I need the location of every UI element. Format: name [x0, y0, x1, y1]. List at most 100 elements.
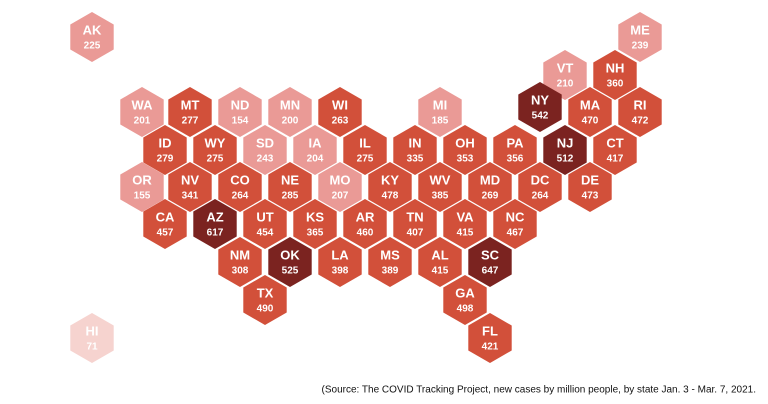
hexagon [443, 199, 487, 249]
state-tile: WY 275 [193, 125, 237, 175]
state-abbr: ID [159, 135, 172, 150]
state-abbr: UT [256, 209, 273, 224]
state-abbr: MT [181, 97, 200, 112]
hexagon [418, 162, 462, 212]
state-tile: IA 204 [293, 125, 337, 175]
state-value: 356 [507, 154, 524, 165]
state-value: 454 [257, 228, 274, 239]
hexagon [318, 162, 362, 212]
hexagon [218, 237, 262, 287]
state-value: 353 [457, 154, 474, 165]
state-value: 263 [332, 116, 349, 127]
state-tile: CA 457 [143, 199, 187, 249]
state-value: 275 [357, 154, 374, 165]
state-tile: HI 71 [70, 313, 114, 363]
state-abbr: SC [481, 247, 500, 262]
state-abbr: WV [430, 172, 451, 187]
state-value: 264 [532, 191, 549, 202]
hexagon [243, 275, 287, 325]
hexagon [193, 199, 237, 249]
state-tile: FL 421 [468, 313, 512, 363]
hexagon [120, 87, 164, 137]
hexagon [518, 162, 562, 212]
state-value: 460 [357, 228, 374, 239]
state-tile: IL 275 [343, 125, 387, 175]
hexagon [268, 162, 312, 212]
state-tile: VT 210 [543, 50, 587, 100]
state-tile: KS 365 [293, 199, 337, 249]
state-tile: MA 470 [568, 87, 612, 137]
state-value: 490 [257, 304, 274, 315]
state-abbr: TX [257, 285, 274, 300]
state-abbr: AZ [206, 209, 223, 224]
state-tile: DE 473 [568, 162, 612, 212]
state-tile: UT 454 [243, 199, 287, 249]
state-tile: OR 155 [120, 162, 164, 212]
state-value: 71 [86, 342, 98, 353]
state-value: 275 [207, 154, 224, 165]
state-abbr: CA [156, 209, 175, 224]
state-tile: WI 263 [318, 87, 362, 137]
state-value: 210 [557, 79, 574, 90]
state-abbr: WA [132, 97, 154, 112]
state-value: 269 [482, 191, 499, 202]
state-tile: LA 398 [318, 237, 362, 287]
state-abbr: NJ [557, 135, 574, 150]
state-abbr: MN [280, 97, 300, 112]
state-abbr: AL [431, 247, 448, 262]
state-abbr: KS [306, 209, 324, 224]
state-abbr: GA [455, 285, 475, 300]
state-value: 200 [282, 116, 299, 127]
state-value: 243 [257, 154, 274, 165]
state-value: 647 [482, 266, 499, 277]
state-tile: MS 389 [368, 237, 412, 287]
state-tile: MI 185 [418, 87, 462, 137]
state-tile: WA 201 [120, 87, 164, 137]
state-tile: NJ 512 [543, 125, 587, 175]
state-value: 470 [582, 116, 599, 127]
state-value: 385 [432, 191, 449, 202]
hexagon [568, 87, 612, 137]
state-tile: PA 356 [493, 125, 537, 175]
state-value: 207 [332, 191, 349, 202]
state-value: 264 [232, 191, 249, 202]
state-abbr: TN [406, 209, 423, 224]
state-abbr: HI [86, 323, 99, 338]
state-value: 417 [607, 154, 624, 165]
state-abbr: KY [381, 172, 399, 187]
hexagon [193, 125, 237, 175]
state-value: 341 [182, 191, 199, 202]
hexagon [343, 125, 387, 175]
state-tile: SD 243 [243, 125, 287, 175]
state-abbr: CT [606, 135, 623, 150]
state-abbr: NC [506, 209, 525, 224]
state-value: 365 [307, 228, 324, 239]
state-value: 279 [157, 154, 174, 165]
hexagon [243, 199, 287, 249]
state-value: 512 [557, 154, 574, 165]
state-tile: MT 277 [168, 87, 212, 137]
state-tile: NV 341 [168, 162, 212, 212]
state-abbr: IN [409, 135, 422, 150]
state-tile: VA 415 [443, 199, 487, 249]
state-abbr: AK [83, 22, 102, 37]
state-tile: AK 225 [70, 12, 114, 62]
state-value: 473 [582, 191, 599, 202]
state-abbr: PA [506, 135, 524, 150]
state-value: 225 [84, 41, 101, 52]
state-abbr: IL [359, 135, 371, 150]
state-value: 407 [407, 228, 424, 239]
state-tile: WV 385 [418, 162, 462, 212]
state-tile: NE 285 [268, 162, 312, 212]
state-abbr: CO [230, 172, 250, 187]
hexagon [418, 237, 462, 287]
state-value: 239 [632, 41, 649, 52]
hexagon [143, 199, 187, 249]
state-abbr: MO [330, 172, 351, 187]
state-abbr: MS [380, 247, 400, 262]
state-value: 201 [134, 116, 151, 127]
state-tile: OH 353 [443, 125, 487, 175]
hexagon [618, 12, 662, 62]
